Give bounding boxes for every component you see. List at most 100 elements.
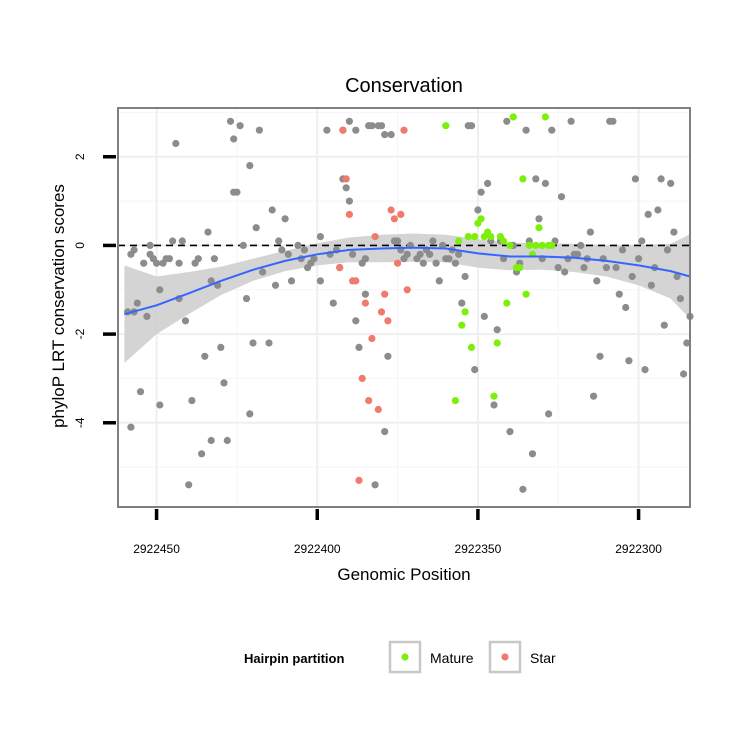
point-other bbox=[294, 241, 302, 249]
legend-key-dot bbox=[401, 653, 409, 661]
y-tick-label: -4 bbox=[73, 417, 87, 428]
point-other bbox=[381, 131, 389, 139]
point-star bbox=[374, 405, 382, 414]
point-mature bbox=[506, 241, 514, 249]
point-other bbox=[143, 312, 151, 320]
point-mature bbox=[477, 215, 485, 223]
point-other bbox=[381, 428, 389, 436]
point-other bbox=[458, 299, 466, 307]
x-axis-title: Genomic Position bbox=[337, 565, 470, 584]
point-mature bbox=[522, 290, 530, 298]
point-other bbox=[194, 255, 202, 263]
point-mature bbox=[451, 397, 459, 405]
point-other bbox=[676, 295, 685, 303]
point-other bbox=[451, 259, 459, 267]
point-other bbox=[545, 410, 553, 418]
point-other bbox=[654, 206, 662, 214]
point-other bbox=[631, 175, 640, 183]
point-other bbox=[657, 175, 665, 183]
point-other bbox=[153, 259, 161, 267]
point-other bbox=[172, 139, 180, 148]
point-mature bbox=[538, 241, 546, 249]
point-other bbox=[439, 241, 447, 249]
point-other bbox=[647, 281, 656, 289]
legend-label: Star bbox=[530, 650, 556, 666]
point-mature bbox=[467, 343, 476, 351]
point-other bbox=[185, 481, 193, 489]
point-other bbox=[554, 264, 562, 272]
x-axis: 2922450 2922400 2922350 2922300 bbox=[133, 509, 662, 556]
point-star bbox=[368, 334, 376, 343]
plot-panel bbox=[118, 108, 690, 507]
loess-line bbox=[124, 246, 691, 316]
point-other bbox=[683, 339, 691, 347]
y-axis: 2 0 -2 -4 bbox=[73, 153, 116, 428]
point-star bbox=[336, 264, 344, 272]
point-other bbox=[246, 162, 254, 170]
point-other bbox=[165, 255, 173, 263]
point-other bbox=[352, 126, 360, 134]
point-star bbox=[400, 126, 408, 134]
point-star bbox=[339, 126, 347, 134]
point-other bbox=[236, 122, 244, 130]
point-other bbox=[239, 241, 247, 249]
point-other bbox=[635, 255, 643, 263]
point-other bbox=[641, 366, 649, 374]
point-other bbox=[493, 326, 501, 334]
legend-title: Hairpin partition bbox=[244, 651, 344, 666]
point-other bbox=[445, 255, 453, 263]
point-other bbox=[484, 179, 492, 187]
point-mature bbox=[541, 113, 550, 121]
point-other bbox=[609, 117, 617, 125]
point-other bbox=[217, 343, 225, 351]
point-other bbox=[490, 401, 498, 409]
point-mature bbox=[535, 224, 543, 232]
legend: Hairpin partition Mature Star bbox=[244, 640, 556, 674]
point-other bbox=[471, 366, 479, 374]
legend-label: Mature bbox=[430, 650, 474, 666]
point-other bbox=[130, 246, 138, 254]
point-other bbox=[618, 246, 627, 254]
point-other bbox=[249, 339, 257, 347]
point-other bbox=[586, 228, 595, 236]
point-other bbox=[287, 277, 296, 285]
point-other bbox=[268, 206, 276, 214]
point-star bbox=[371, 233, 379, 241]
point-star bbox=[345, 210, 353, 218]
point-other bbox=[477, 188, 485, 196]
point-other bbox=[580, 264, 588, 272]
point-other bbox=[204, 228, 212, 236]
point-star bbox=[394, 259, 402, 267]
point-other bbox=[426, 250, 434, 258]
point-mature bbox=[532, 241, 540, 249]
point-other bbox=[207, 277, 215, 285]
point-star bbox=[387, 206, 395, 214]
point-star bbox=[355, 476, 363, 484]
point-other bbox=[622, 303, 630, 312]
point-other bbox=[146, 241, 154, 249]
point-other bbox=[210, 255, 218, 263]
point-other bbox=[567, 117, 575, 125]
point-other bbox=[310, 255, 318, 263]
y-axis-title: phyloP LRT conservation scores bbox=[49, 184, 68, 428]
point-other bbox=[573, 250, 582, 258]
point-mature bbox=[509, 113, 517, 121]
point-other bbox=[625, 357, 633, 365]
point-star bbox=[377, 308, 386, 316]
point-other bbox=[455, 250, 463, 258]
point-other bbox=[593, 277, 601, 285]
point-other bbox=[284, 250, 292, 258]
point-mature bbox=[461, 308, 469, 316]
point-other bbox=[361, 290, 369, 298]
point-other bbox=[612, 264, 620, 272]
point-mature bbox=[519, 175, 527, 183]
point-other bbox=[590, 392, 598, 400]
point-other bbox=[361, 255, 369, 263]
point-other bbox=[133, 299, 141, 307]
point-mature bbox=[458, 321, 466, 329]
point-mature bbox=[516, 264, 524, 272]
point-mature bbox=[464, 233, 472, 241]
point-star bbox=[384, 317, 392, 325]
y-tick-label: 0 bbox=[73, 242, 87, 249]
